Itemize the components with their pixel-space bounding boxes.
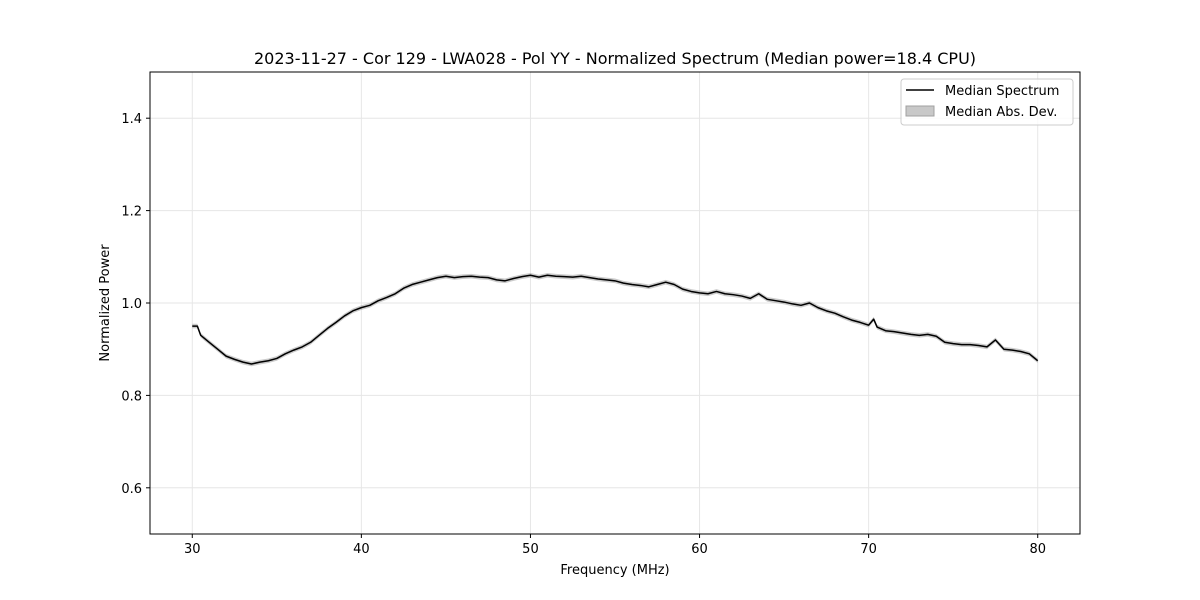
median-spectrum-line [192,274,1039,365]
x-tick-label: 30 [184,542,201,557]
x-tick-label: 60 [691,542,708,557]
chart-title: 2023-11-27 - Cor 129 - LWA028 - Pol YY -… [254,49,976,68]
mad-band-layer [192,272,1038,367]
x-tick-label: 40 [353,542,370,557]
legend-label-median-abs-dev: Median Abs. Dev. [945,105,1057,120]
y-tick-label: 1.0 [121,297,142,312]
x-axis-label: Frequency (MHz) [560,563,669,578]
x-tick-label: 70 [860,542,877,557]
median-line-layer [192,274,1039,365]
y-tick-label: 0.8 [121,389,142,404]
median-abs-dev-band [192,272,1038,367]
x-axis-ticks: 30 40 50 60 70 80 [184,534,1046,557]
y-tick-label: 1.4 [121,112,142,127]
legend-band-swatch [905,105,935,117]
y-axis-label: Normalized Power [98,244,113,362]
legend-box [900,78,1074,126]
y-axis-ticks: 0.6 0.8 1.0 1.2 1.4 [121,112,150,497]
y-tick-label: 1.2 [121,205,142,220]
legend: Median Spectrum Median Abs. Dev. [900,78,1074,126]
x-tick-label: 50 [522,542,539,557]
legend-label-median-spectrum: Median Spectrum [945,84,1059,99]
x-tick-label: 80 [1029,542,1046,557]
y-tick-label: 0.6 [121,482,142,497]
